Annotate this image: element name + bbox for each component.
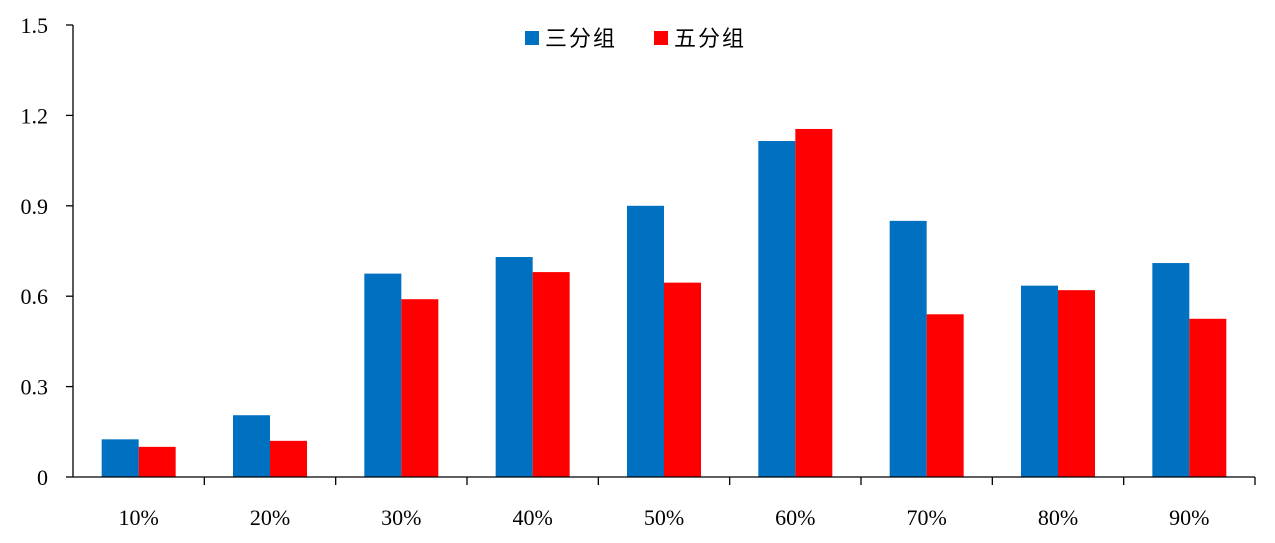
bar-series2-3: [401, 299, 439, 477]
x-tick-label: 80%: [1038, 505, 1078, 530]
y-tick-label: 1.5: [21, 13, 49, 38]
legend-label-1: 三分组: [545, 27, 617, 52]
bar-series2-5: [664, 282, 701, 477]
bars-group: [101, 128, 1227, 478]
bar-series2-1: [138, 446, 176, 477]
y-tick-label: 0.3: [21, 375, 49, 400]
bar-series1-4: [495, 257, 533, 477]
axes-group: [72, 25, 1255, 478]
bar-series2-9: [1189, 318, 1227, 477]
legend-label-2: 五分组: [674, 27, 746, 52]
bar-series1-8: [1021, 285, 1058, 477]
bar-series2-8: [1058, 290, 1095, 477]
y-ticks-group: 0 0.3 0.6 0.9 1.2 1.5: [21, 13, 73, 490]
bar-series1-6: [758, 141, 796, 477]
y-tick-label: 0.9: [21, 194, 49, 219]
x-tick-label: 60%: [775, 505, 815, 530]
legend: 三分组 五分组: [525, 27, 746, 52]
x-tick-label: 50%: [644, 505, 684, 530]
y-tick-label: 0.6: [21, 284, 49, 309]
bar-series2-7: [926, 314, 964, 477]
x-tick-label: 40%: [513, 505, 553, 530]
bar-series2-6: [795, 128, 833, 477]
bar-series1-1: [101, 439, 139, 477]
x-tick-label: 10%: [119, 505, 159, 530]
x-tick-label: 90%: [1169, 505, 1209, 530]
x-tick-label: 30%: [381, 505, 421, 530]
x-tick-label: 20%: [250, 505, 290, 530]
bar-series2-2: [270, 440, 307, 477]
bar-series2-4: [532, 272, 570, 477]
y-tick-label: 1.2: [21, 103, 49, 128]
bar-series1-5: [627, 205, 664, 478]
legend-swatch-1: [525, 31, 539, 45]
y-tick-label: 0: [37, 465, 48, 490]
bar-series1-2: [233, 415, 270, 477]
bar-series1-9: [1152, 263, 1190, 477]
x-ticks-group: 10% 20% 30% 40% 50% 60% 70% 80% 90%: [119, 477, 1256, 530]
x-tick-label: 70%: [907, 505, 947, 530]
legend-swatch-2: [654, 31, 668, 45]
bar-series1-7: [889, 220, 927, 477]
bar-series1-3: [364, 273, 402, 477]
